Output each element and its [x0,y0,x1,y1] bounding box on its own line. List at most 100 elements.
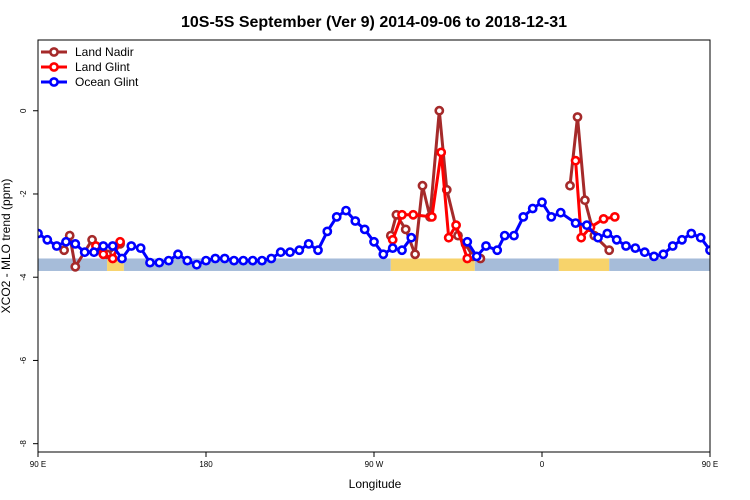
data-point-land-glint [408,209,419,220]
data-point-ocean-glint [630,243,641,253]
data-point-ocean-glint [322,226,333,237]
data-point-ocean-glint [135,243,146,253]
data-point-ocean-glint [481,241,491,251]
y-axis-label: XCO2 - MLO trend (ppm) [0,179,13,314]
data-point-ocean-glint [173,249,183,260]
chart-title: 10S-5S September (Ver 9) 2014-09-06 to 2… [181,14,567,31]
data-point-ocean-glint [191,259,202,270]
data-point-ocean-glint [285,247,295,258]
data-point-ocean-glint [257,255,267,266]
data-point-ocean-glint [369,236,379,247]
legend-marker-land-glint [49,62,59,72]
data-point-ocean-glint [602,228,613,239]
data-point-ocean-glint [611,234,622,245]
x-tick-label: 90 E [30,460,46,469]
data-point-ocean-glint [163,255,174,266]
surface-band-ocean-4 [474,258,559,271]
y-tick-label: -4 [19,273,28,281]
data-point-ocean-glint [555,207,566,218]
data-point-ocean-glint [639,247,650,258]
data-point-ocean-glint [275,247,286,258]
data-point-ocean-glint [462,236,473,247]
y-tick-label: -8 [19,440,28,448]
data-point-land-nadir [580,195,590,206]
data-point-ocean-glint [107,241,118,251]
x-tick-label: 90 E [702,460,718,469]
data-point-ocean-glint [303,238,314,249]
data-point-land-glint [107,253,118,264]
data-point-land-nadir [565,180,575,191]
data-point-ocean-glint [471,251,482,262]
surface-band-ocean-6 [609,258,710,271]
data-point-ocean-glint [70,238,81,249]
data-point-ocean-glint [51,241,62,251]
data-point-ocean-glint [219,253,230,264]
data-point-ocean-glint [210,253,221,264]
legend-marker-ocean-glint [49,77,59,87]
data-point-ocean-glint [406,232,417,243]
data-point-ocean-glint [247,255,258,266]
data-point-land-glint [609,211,620,222]
data-point-land-nadir [70,261,81,272]
data-point-ocean-glint [266,253,277,264]
data-point-ocean-glint [677,234,687,245]
data-point-land-glint [115,236,125,247]
data-point-land-glint [576,232,587,243]
data-point-ocean-glint [492,245,503,256]
y-tick-label: -6 [19,356,28,364]
legend-label-ocean-glint: Ocean Glint [75,75,139,89]
data-point-ocean-glint [145,257,155,268]
data-point-ocean-glint [527,203,538,214]
data-point-land-nadir [434,105,445,116]
data-point-ocean-glint [341,205,351,216]
data-point-ocean-glint [581,220,592,231]
data-point-ocean-glint [378,249,389,260]
data-point-land-glint [397,209,407,220]
data-point-ocean-glint [61,236,71,247]
data-point-ocean-glint [331,211,342,222]
data-point-ocean-glint [350,216,361,226]
data-point-ocean-glint [201,255,211,266]
data-point-ocean-glint [42,234,53,245]
surface-band-land-5 [558,258,610,271]
data-point-ocean-glint [667,241,678,251]
data-point-ocean-glint [537,197,547,208]
data-point-ocean-glint [79,247,90,258]
data-point-land-glint [387,234,398,245]
data-point-land-glint [598,213,609,224]
data-point-ocean-glint [182,255,193,266]
data-point-ocean-glint [705,245,710,256]
data-point-ocean-glint [154,257,165,268]
data-point-ocean-glint [658,249,669,260]
data-point-ocean-glint [649,251,659,262]
data-point-land-nadir [417,180,428,191]
data-point-land-glint [436,147,447,158]
data-point-ocean-glint [229,255,239,266]
data-point-land-nadir [572,112,583,122]
data-point-land-nadir [400,224,411,235]
data-point-land-nadir [410,249,420,260]
data-point-land-glint [98,249,109,260]
surface-band-land-3 [390,258,475,271]
data-point-land-glint [462,253,473,264]
data-point-ocean-glint [294,245,305,256]
data-point-ocean-glint [686,228,697,239]
x-tick-label: 0 [540,460,545,469]
x-tick-label: 180 [199,460,213,469]
data-point-land-nadir [59,245,69,256]
data-point-ocean-glint [546,211,557,222]
legend-label-land-glint: Land Glint [75,60,130,74]
data-point-ocean-glint [593,232,603,243]
data-point-ocean-glint [117,253,127,264]
data-point-ocean-glint [126,241,137,251]
data-point-ocean-glint [238,255,249,266]
data-point-ocean-glint [695,232,706,243]
data-point-ocean-glint [499,230,510,241]
data-point-ocean-glint [89,247,99,258]
y-tick-label: 0 [19,108,28,113]
data-point-ocean-glint [518,211,529,222]
data-point-ocean-glint [397,245,407,256]
data-point-ocean-glint [621,241,631,251]
legend-label-land-nadir: Land Nadir [75,45,134,59]
